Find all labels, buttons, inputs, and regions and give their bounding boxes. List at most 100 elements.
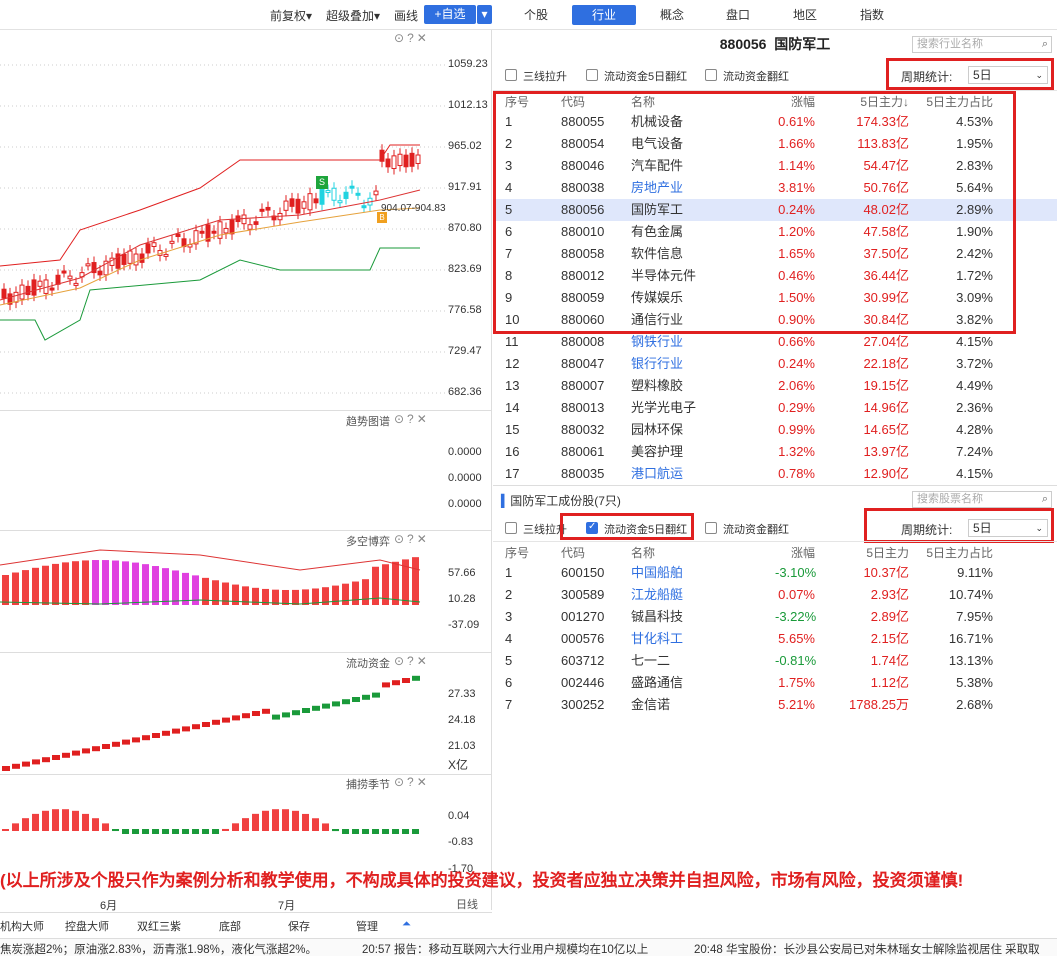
subpanel-controls[interactable]: ⊙?✕ <box>394 654 430 668</box>
step <box>242 713 250 719</box>
table-row[interactable]: 5 880056 国防军工 0.24% 48.02亿 2.89% <box>493 199 1057 221</box>
period-select[interactable]: 5日 ⌄ <box>968 66 1048 84</box>
table-row[interactable]: 9 880059 传媒娱乐 1.50% 30.99亿 3.09% <box>493 287 1057 309</box>
column-header[interactable]: 代码 <box>561 95 586 109</box>
bar <box>172 829 179 834</box>
column-header[interactable]: 名称 <box>631 95 656 109</box>
subpanel-title-bullbear: 多空博弈 <box>346 536 390 548</box>
add-watchlist-button[interactable]: +自选 <box>424 5 476 24</box>
bar <box>52 563 59 605</box>
column-header[interactable]: 序号 <box>505 95 530 109</box>
candle <box>343 191 349 199</box>
column-header[interactable]: 5日主力↓ <box>860 95 909 109</box>
tab-save[interactable]: 保存 <box>288 921 310 933</box>
table-row[interactable]: 15 880032 园林环保 0.99% 14.65亿 4.28% <box>493 419 1057 441</box>
table-row[interactable]: 1 600150 中国船舶 -3.10% 10.37亿 9.11% <box>493 562 1057 584</box>
chart-controls[interactable]: ⊙?✕ <box>394 31 430 45</box>
tab-redpurple[interactable]: 双红三紫 <box>137 921 181 933</box>
step <box>302 708 310 713</box>
candle <box>295 198 301 214</box>
row-name: 机械设备 <box>631 114 684 129</box>
chevron-down-icon: ▾ <box>374 9 381 23</box>
tab-control[interactable]: 控盘大师 <box>65 921 109 933</box>
table-row[interactable]: 4 000576 甘化科工 5.65% 2.15亿 16.71% <box>493 628 1057 650</box>
tab-concept[interactable]: 概念 <box>659 8 684 22</box>
checkbox-liquidity[interactable] <box>705 69 717 81</box>
tab-institution[interactable]: 机构大师 <box>0 921 44 933</box>
table-row[interactable]: 17 880035 港口航运 0.78% 12.90亿 4.15% <box>493 463 1057 485</box>
table-row[interactable]: 3 880046 汽车配件 1.14% 54.47亿 2.83% <box>493 155 1057 177</box>
kline-chart[interactable] <box>0 30 445 410</box>
table-row[interactable]: 13 880007 塑料橡胶 2.06% 19.15亿 4.49% <box>493 375 1057 397</box>
column-header[interactable]: 5日主力占比 <box>926 95 993 109</box>
table-row[interactable]: 6 880010 有色金属 1.20% 47.58亿 1.90% <box>493 221 1057 243</box>
ticker-item[interactable]: 焦炭涨超2%；原油涨2.83%，沥青涨1.98%，液化气涨超2%。 <box>0 944 317 956</box>
checkbox-liquidity[interactable] <box>705 522 717 534</box>
bar <box>132 829 139 834</box>
column-header[interactable]: 序号 <box>505 546 530 560</box>
step <box>392 680 400 686</box>
candle <box>223 227 229 234</box>
table-row[interactable]: 16 880061 美容护理 1.32% 13.97亿 7.24% <box>493 441 1057 463</box>
lower-band <box>0 247 420 341</box>
checkbox-triple-line[interactable] <box>505 69 517 81</box>
table-row[interactable]: 11 880008 钢铁行业 0.66% 27.04亿 4.15% <box>493 331 1057 353</box>
subpanel-controls[interactable]: ⊙?✕ <box>394 412 430 426</box>
column-header[interactable]: 5日主力占比 <box>926 546 993 560</box>
chevron-down-icon: ⌄ <box>1035 70 1043 80</box>
table-row[interactable]: 5 603712 七一二 -0.81% 1.74亿 13.13% <box>493 650 1057 672</box>
step <box>172 728 180 734</box>
subpanel-controls[interactable]: ⊙?✕ <box>394 775 430 789</box>
table-row[interactable]: 2 300589 江龙船艇 0.07% 2.93亿 10.74% <box>493 584 1057 606</box>
tab-region[interactable]: 地区 <box>792 8 817 22</box>
table-row[interactable]: 7 300252 金信诺 5.21% 1788.25万 2.68% <box>493 694 1057 716</box>
tab-index[interactable]: 指数 <box>859 8 884 22</box>
news-ticker[interactable]: 焦炭涨超2%；原油涨2.83%，沥青涨1.98%，液化气涨超2%。 20:57 … <box>0 938 1057 956</box>
column-header[interactable]: 涨幅 <box>790 95 815 109</box>
adjust-price-dropdown[interactable]: 前复权▾ <box>270 9 313 23</box>
bullbear-chart[interactable] <box>0 540 445 620</box>
checkbox-liquidity-5d[interactable] <box>586 69 598 81</box>
column-header[interactable]: 涨幅 <box>790 546 815 560</box>
period-label[interactable]: 日线 <box>456 899 478 911</box>
row-change: 1.65% <box>778 246 815 261</box>
ticker-item[interactable]: 20:48 华宝股份：长沙县公安局已对朱林瑶女士解除监视居住 采取取 <box>694 944 1040 956</box>
industry-search-input[interactable]: 搜索行业名称 ⌕ <box>912 36 1052 53</box>
stock-search-input[interactable]: 搜索股票名称 ⌕ <box>912 491 1052 508</box>
column-header[interactable]: 名称 <box>631 546 656 560</box>
overlay-dropdown[interactable]: 超级叠加▾ <box>326 9 381 23</box>
column-header[interactable]: 5日主力 <box>866 546 909 560</box>
tab-orderbook[interactable]: 盘口 <box>725 8 750 22</box>
checkbox-triple-line[interactable] <box>505 522 517 534</box>
table-row[interactable]: 6 002446 盛路通信 1.75% 1.12亿 5.38% <box>493 672 1057 694</box>
table-row[interactable]: 10 880060 通信行业 0.90% 30.84亿 3.82% <box>493 309 1057 331</box>
watchlist-chevron-icon[interactable]: ▾ <box>477 5 492 24</box>
row-code: 300589 <box>561 587 605 602</box>
table-row[interactable]: 2 880054 电气设备 1.66% 113.83亿 1.95% <box>493 133 1057 155</box>
table-row[interactable]: 4 880038 房地产业 3.81% 50.76亿 5.64% <box>493 177 1057 199</box>
tab-industry[interactable]: 行业 <box>572 5 636 25</box>
step <box>162 730 170 736</box>
bar <box>122 561 129 605</box>
table-row[interactable]: 14 880013 光学光电子 0.29% 14.96亿 2.36% <box>493 397 1057 419</box>
liquidity-chart[interactable] <box>0 666 445 776</box>
tab-manage[interactable]: 管理 <box>356 921 378 933</box>
tab-stock[interactable]: 个股 <box>523 8 548 22</box>
table-row[interactable]: 1 880055 机械设备 0.61% 174.33亿 4.53% <box>493 111 1057 133</box>
row-name: 半导体元件 <box>631 268 697 283</box>
tab-bottom[interactable]: 底部 <box>219 921 241 933</box>
table-row[interactable]: 3 001270 铖昌科技 -3.22% 2.89亿 7.95% <box>493 606 1057 628</box>
column-header[interactable]: 代码 <box>561 546 586 560</box>
bar <box>102 560 109 605</box>
draw-line-button[interactable]: 画线 <box>394 9 419 23</box>
period-select[interactable]: 5日 ⌄ <box>968 519 1048 537</box>
subpanel-controls[interactable]: ⊙?✕ <box>394 532 430 546</box>
table-row[interactable]: 7 880058 软件信息 1.65% 37.50亿 2.42% <box>493 243 1057 265</box>
table-row[interactable]: 8 880012 半导体元件 0.46% 36.44亿 1.72% <box>493 265 1057 287</box>
table-row[interactable]: 12 880047 银行行业 0.24% 22.18亿 3.72% <box>493 353 1057 375</box>
expand-up-icon[interactable]: ⏶ <box>402 918 411 930</box>
checkbox-liquidity-5d[interactable]: ✓ <box>586 521 598 534</box>
ticker-item[interactable]: 20:57 报告：移动互联网六大行业用户规模均在10亿以上 <box>362 944 649 956</box>
candle <box>61 270 67 274</box>
season-chart[interactable] <box>0 784 445 834</box>
